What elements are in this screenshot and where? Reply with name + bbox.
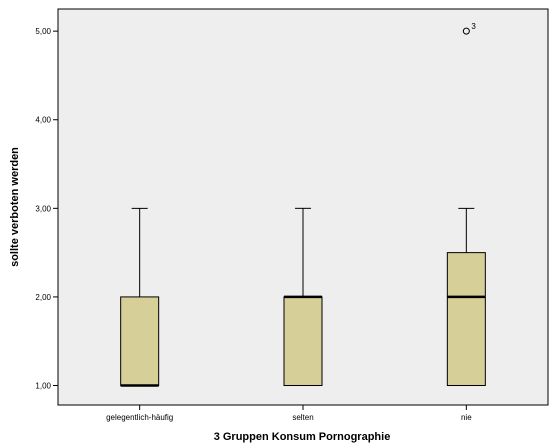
x-tick-label: selten bbox=[292, 413, 313, 422]
outlier-point bbox=[462, 27, 470, 35]
y-tick-label: 5,00 bbox=[35, 27, 51, 36]
boxes: 3 bbox=[120, 22, 486, 387]
iqr-box bbox=[120, 296, 160, 387]
box-1 bbox=[283, 207, 323, 387]
y-tick-label: 4,00 bbox=[35, 116, 51, 125]
y-tick-label: 1,00 bbox=[35, 382, 51, 391]
x-tick-label: nie bbox=[461, 413, 472, 422]
y-tick-label: 3,00 bbox=[35, 204, 51, 213]
y-axis-title: sollte verboten werden bbox=[9, 147, 21, 267]
y-tick-label: 2,00 bbox=[35, 293, 51, 302]
x-axis-title: 3 Gruppen Konsum Pornographie bbox=[214, 431, 391, 443]
x-axis: gelegentlich-häufig selten nie bbox=[106, 405, 472, 422]
y-axis: 1,00 2,00 3,00 4,00 5,00 bbox=[35, 27, 58, 391]
outlier-label: 3 bbox=[471, 22, 476, 31]
iqr-box bbox=[446, 252, 486, 387]
box-0 bbox=[120, 207, 160, 387]
box-2: 3 bbox=[446, 22, 486, 387]
x-tick-label: gelegentlich-häufig bbox=[106, 413, 173, 422]
iqr-box bbox=[283, 296, 323, 387]
